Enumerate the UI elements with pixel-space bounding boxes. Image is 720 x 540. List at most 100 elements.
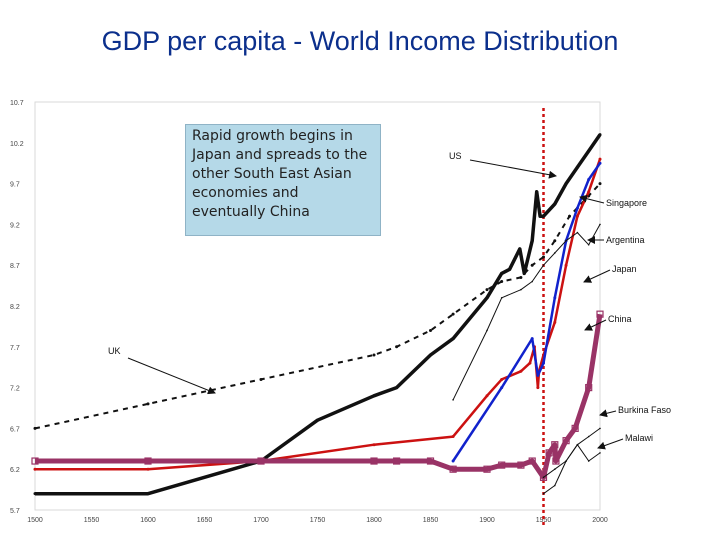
data-point bbox=[486, 329, 488, 332]
data-point bbox=[564, 263, 568, 267]
data-point bbox=[553, 320, 557, 324]
label-arrow-us bbox=[469, 159, 557, 179]
data-point bbox=[500, 297, 503, 299]
data-point bbox=[33, 467, 37, 471]
data-point bbox=[530, 239, 534, 243]
data-point bbox=[564, 182, 568, 186]
data-point bbox=[144, 457, 152, 465]
label-arrow-malawi bbox=[597, 438, 624, 450]
data-point bbox=[554, 252, 556, 254]
data-point bbox=[530, 337, 534, 341]
data-point bbox=[599, 427, 601, 430]
data-point bbox=[587, 178, 591, 182]
data-point bbox=[33, 492, 37, 496]
data-point bbox=[500, 377, 504, 381]
data-point bbox=[542, 264, 545, 267]
data-point bbox=[575, 165, 579, 169]
data-point bbox=[500, 280, 504, 284]
data-point bbox=[562, 437, 570, 445]
data-point bbox=[587, 190, 591, 194]
data-point bbox=[33, 426, 37, 430]
data-point bbox=[598, 161, 602, 165]
x-tick-label: 1750 bbox=[310, 517, 326, 524]
data-point bbox=[451, 459, 455, 463]
data-point bbox=[257, 457, 265, 465]
data-point bbox=[316, 418, 319, 422]
data-point bbox=[553, 239, 557, 243]
data-point bbox=[554, 468, 556, 471]
data-point bbox=[536, 386, 540, 390]
x-tick-label: 1850 bbox=[423, 517, 439, 524]
label-japan: Japan bbox=[612, 264, 637, 274]
series-japan bbox=[452, 162, 602, 462]
data-point bbox=[587, 435, 590, 438]
data-point bbox=[520, 288, 522, 291]
label-arrow-singapore bbox=[579, 194, 605, 204]
label-malawi: Malawi bbox=[625, 433, 653, 443]
y-tick-label: 9.7 bbox=[10, 182, 20, 189]
data-point bbox=[576, 231, 579, 234]
x-tick-label: 1600 bbox=[140, 517, 156, 524]
data-point bbox=[575, 206, 579, 210]
annotation-callout: Rapid growth begins in Japan and spreads… bbox=[185, 124, 381, 236]
data-point bbox=[551, 441, 559, 449]
label-arrow-china bbox=[584, 319, 607, 331]
data-point bbox=[542, 476, 545, 479]
data-point bbox=[429, 328, 432, 332]
data-point bbox=[571, 424, 579, 432]
data-point bbox=[565, 460, 567, 462]
data-point bbox=[485, 288, 489, 292]
y-tick-label: 8.7 bbox=[10, 263, 20, 270]
data-point bbox=[567, 214, 571, 218]
data-point bbox=[575, 214, 579, 218]
y-tick-label: 10.7 bbox=[10, 100, 24, 107]
label-arrow-japan bbox=[583, 269, 611, 283]
data-point bbox=[395, 386, 399, 390]
series-china bbox=[35, 313, 603, 480]
data-point bbox=[528, 361, 532, 365]
x-tick-label: 1700 bbox=[253, 517, 269, 524]
data-point bbox=[452, 399, 454, 401]
data-point bbox=[395, 345, 399, 349]
data-point bbox=[393, 457, 401, 465]
data-point bbox=[596, 310, 604, 318]
series-malawi bbox=[543, 444, 601, 495]
data-point bbox=[429, 353, 432, 357]
data-point bbox=[519, 275, 523, 279]
data-point bbox=[426, 457, 435, 465]
series-singapore bbox=[35, 158, 602, 471]
label-china: China bbox=[608, 314, 632, 324]
y-tick-label: 7.7 bbox=[10, 345, 20, 352]
data-point bbox=[545, 449, 553, 457]
data-point bbox=[449, 465, 457, 473]
data-point bbox=[530, 263, 534, 267]
data-point bbox=[542, 361, 545, 365]
data-point bbox=[372, 353, 376, 357]
data-point bbox=[485, 394, 489, 398]
series-us bbox=[35, 133, 602, 496]
x-tick-label: 1900 bbox=[479, 517, 495, 524]
data-point bbox=[370, 457, 378, 465]
data-point bbox=[451, 312, 455, 316]
data-point bbox=[498, 461, 506, 469]
y-tick-label: 6.2 bbox=[10, 467, 20, 474]
data-point bbox=[542, 492, 545, 495]
data-point bbox=[554, 484, 556, 487]
data-point bbox=[372, 394, 376, 398]
data-point bbox=[599, 223, 601, 226]
data-point bbox=[146, 467, 150, 471]
data-point bbox=[372, 443, 376, 447]
data-point bbox=[598, 157, 602, 161]
label-burkina-faso: Burkina Faso bbox=[618, 405, 671, 415]
data-point bbox=[522, 271, 526, 275]
data-point bbox=[259, 377, 263, 381]
data-point bbox=[528, 457, 536, 465]
data-point bbox=[517, 461, 525, 469]
data-point bbox=[587, 244, 590, 246]
y-tick-label: 10.2 bbox=[10, 141, 24, 148]
data-point bbox=[451, 337, 455, 341]
label-arrow-burkina-faso bbox=[599, 409, 617, 418]
data-point bbox=[146, 492, 150, 496]
data-point bbox=[553, 296, 557, 300]
